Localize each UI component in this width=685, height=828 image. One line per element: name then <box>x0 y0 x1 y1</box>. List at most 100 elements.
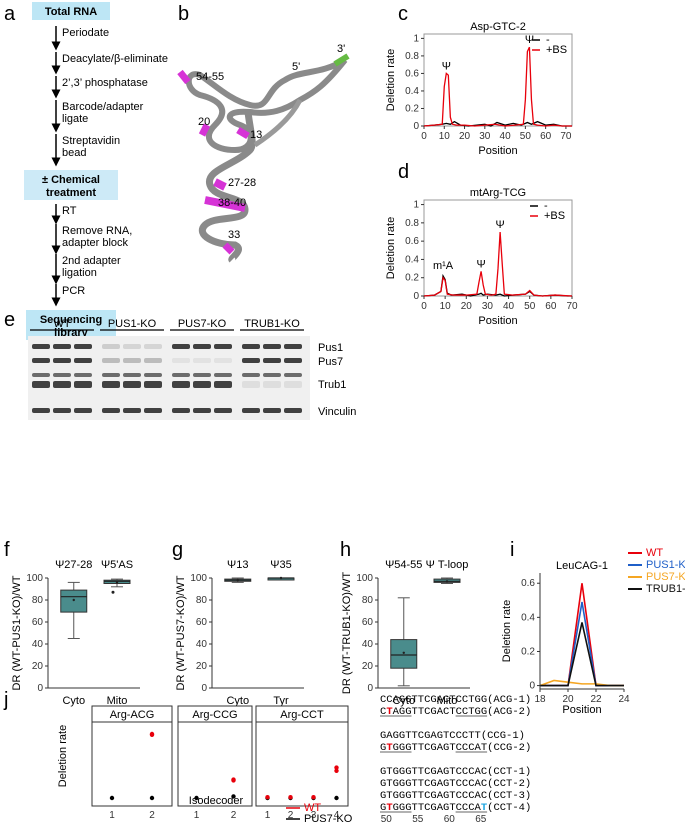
legend-label-minus: - <box>544 200 548 212</box>
series-line-PUS1-KO <box>540 601 624 687</box>
plot-frame <box>540 573 624 689</box>
blot-band <box>214 358 232 363</box>
y-tick-label: 0 <box>413 121 419 132</box>
y-tick-label: 1 <box>413 33 419 44</box>
y-tick-label: 100 <box>26 573 43 584</box>
blot-band <box>102 344 120 349</box>
trna-structure: 3' 5' 54-55 20 13 27-28 38-40 33 <box>177 43 350 264</box>
ruler-label: 60 <box>444 814 456 825</box>
band-label: Trub1 <box>318 379 346 391</box>
blot-band <box>214 344 232 349</box>
y-tick-label: 40 <box>196 639 208 650</box>
sequence-row: GAGGTTCGAGTCCCTT(CCG-1) <box>380 730 525 742</box>
band-label: Pus7 <box>318 356 343 368</box>
y-axis-label: DR (WT-PUS7-KO)/WT <box>175 575 187 690</box>
blot-band <box>193 358 211 363</box>
x-tick-label: 2 <box>288 810 294 821</box>
scatter-point <box>109 795 115 801</box>
blot-band <box>144 373 162 377</box>
sequence-pre: GAGGTTCGAGTCCCTT <box>380 730 481 742</box>
band-label: Pus1 <box>318 342 343 354</box>
blot-band <box>32 344 50 349</box>
legend-label-minus: - <box>546 34 550 46</box>
blot-band <box>172 344 190 349</box>
blot-band <box>284 344 302 349</box>
facet-frame <box>255 705 349 807</box>
box-sequencing <box>26 310 116 340</box>
facet-title: Arg-CCT <box>280 709 324 721</box>
ruler-label: 55 <box>412 814 424 825</box>
blot-band <box>242 381 260 388</box>
sequence-row: GTGGGTTCGAGTCCCAC(CCT-2) <box>380 778 531 790</box>
legend-label-wt: WT <box>304 802 321 814</box>
panel-letter-a: a <box>4 3 16 25</box>
label-20: 20 <box>198 116 210 128</box>
scatter-point <box>231 794 236 799</box>
sequence-pre: GTGGGTTCGAGTCCCAC <box>380 790 487 802</box>
box-chem-line1: ± Chemical <box>42 174 100 186</box>
category-label: Tyr <box>273 695 289 707</box>
site-20 <box>198 123 211 137</box>
blot-band <box>53 408 71 413</box>
box-header: Ψ35 <box>270 559 291 571</box>
y-tick-label: 60 <box>362 617 374 628</box>
workflow-step: Deacylate/β-eliminate <box>62 53 168 65</box>
workflow-step: Streptavidin <box>62 135 120 147</box>
scatter-point <box>334 768 339 773</box>
sequence-tag: (CCT-1) <box>487 766 531 778</box>
y-tick-label: 0.2 <box>521 646 535 657</box>
western-blot: WT PUS1-KO PUS7-KO TRUB1-KO Pus1 Pus7 Trub1 Vin… <box>28 318 356 420</box>
x-tick-label: 10 <box>440 301 452 312</box>
box-header: Ψ5'AS <box>101 559 133 571</box>
box-header: Ψ54-55 <box>385 559 422 571</box>
chart-i: LeuCAG-1 0 0.2 0.4 0.6 18 20 22 24 Position Deleti… <box>501 547 685 716</box>
site-38-40 <box>204 196 246 212</box>
panel-letter-b: b <box>178 3 189 25</box>
sequence-tag: (CCG-2) <box>487 742 531 754</box>
blot-band <box>144 408 162 413</box>
y-tick-label: 80 <box>362 595 374 606</box>
sequence-post: GGGTTCGAGTCCCA <box>393 802 482 814</box>
blot-band <box>284 408 302 413</box>
sequence-row: GTGGGTTCGAGTCCCAT(CCG-2) <box>380 742 531 754</box>
x-tick-label: 2 <box>231 810 237 821</box>
blot-band <box>193 344 211 349</box>
box-seq-line1: Sequencing <box>40 314 102 326</box>
blot-band <box>214 408 232 413</box>
chart-title: mtArg-TCG <box>470 187 526 199</box>
blot-band <box>193 408 211 413</box>
blot-band <box>242 344 260 349</box>
anticodon-ribbon <box>199 111 256 264</box>
sequence-mid: T <box>386 802 392 814</box>
scatter-point <box>149 731 155 737</box>
label-13: 13 <box>250 129 262 141</box>
helix-ribbon <box>253 98 303 148</box>
sequence-row: CCAGGTTCGACTCCTGG(ACG-1) <box>380 694 531 706</box>
peak-annotation: Ψ <box>476 258 485 270</box>
blot-band <box>144 358 162 363</box>
blot-band <box>284 381 302 388</box>
band-label: Vinculin <box>318 406 356 418</box>
peak-annotation: Ψ <box>525 34 534 46</box>
y-tick-label: 0.4 <box>405 254 419 265</box>
blot-band <box>284 373 302 377</box>
sequence-tail: T <box>481 802 487 814</box>
workflow-step: ligate <box>62 113 88 125</box>
chart-c: Asp-GTC-200.20.40.60.810 10 20 30 40 50 60 70Po… <box>385 21 573 157</box>
label-54-55: 54-55 <box>196 71 224 83</box>
workflow-step: Remove RNA, <box>62 225 132 237</box>
blot-band <box>263 344 281 349</box>
scatter-point <box>334 795 339 801</box>
box-header: Ψ27-28 <box>55 559 92 571</box>
blot-band <box>102 373 120 377</box>
blot-band <box>74 344 92 349</box>
sequence-tag: (CCT-2) <box>487 778 531 790</box>
scatter-point <box>288 795 293 800</box>
series-line-+BS <box>423 231 573 297</box>
blot-band <box>144 344 162 349</box>
legend-label: PUS7-KO <box>646 571 685 583</box>
panel-letter-e: e <box>4 309 15 331</box>
